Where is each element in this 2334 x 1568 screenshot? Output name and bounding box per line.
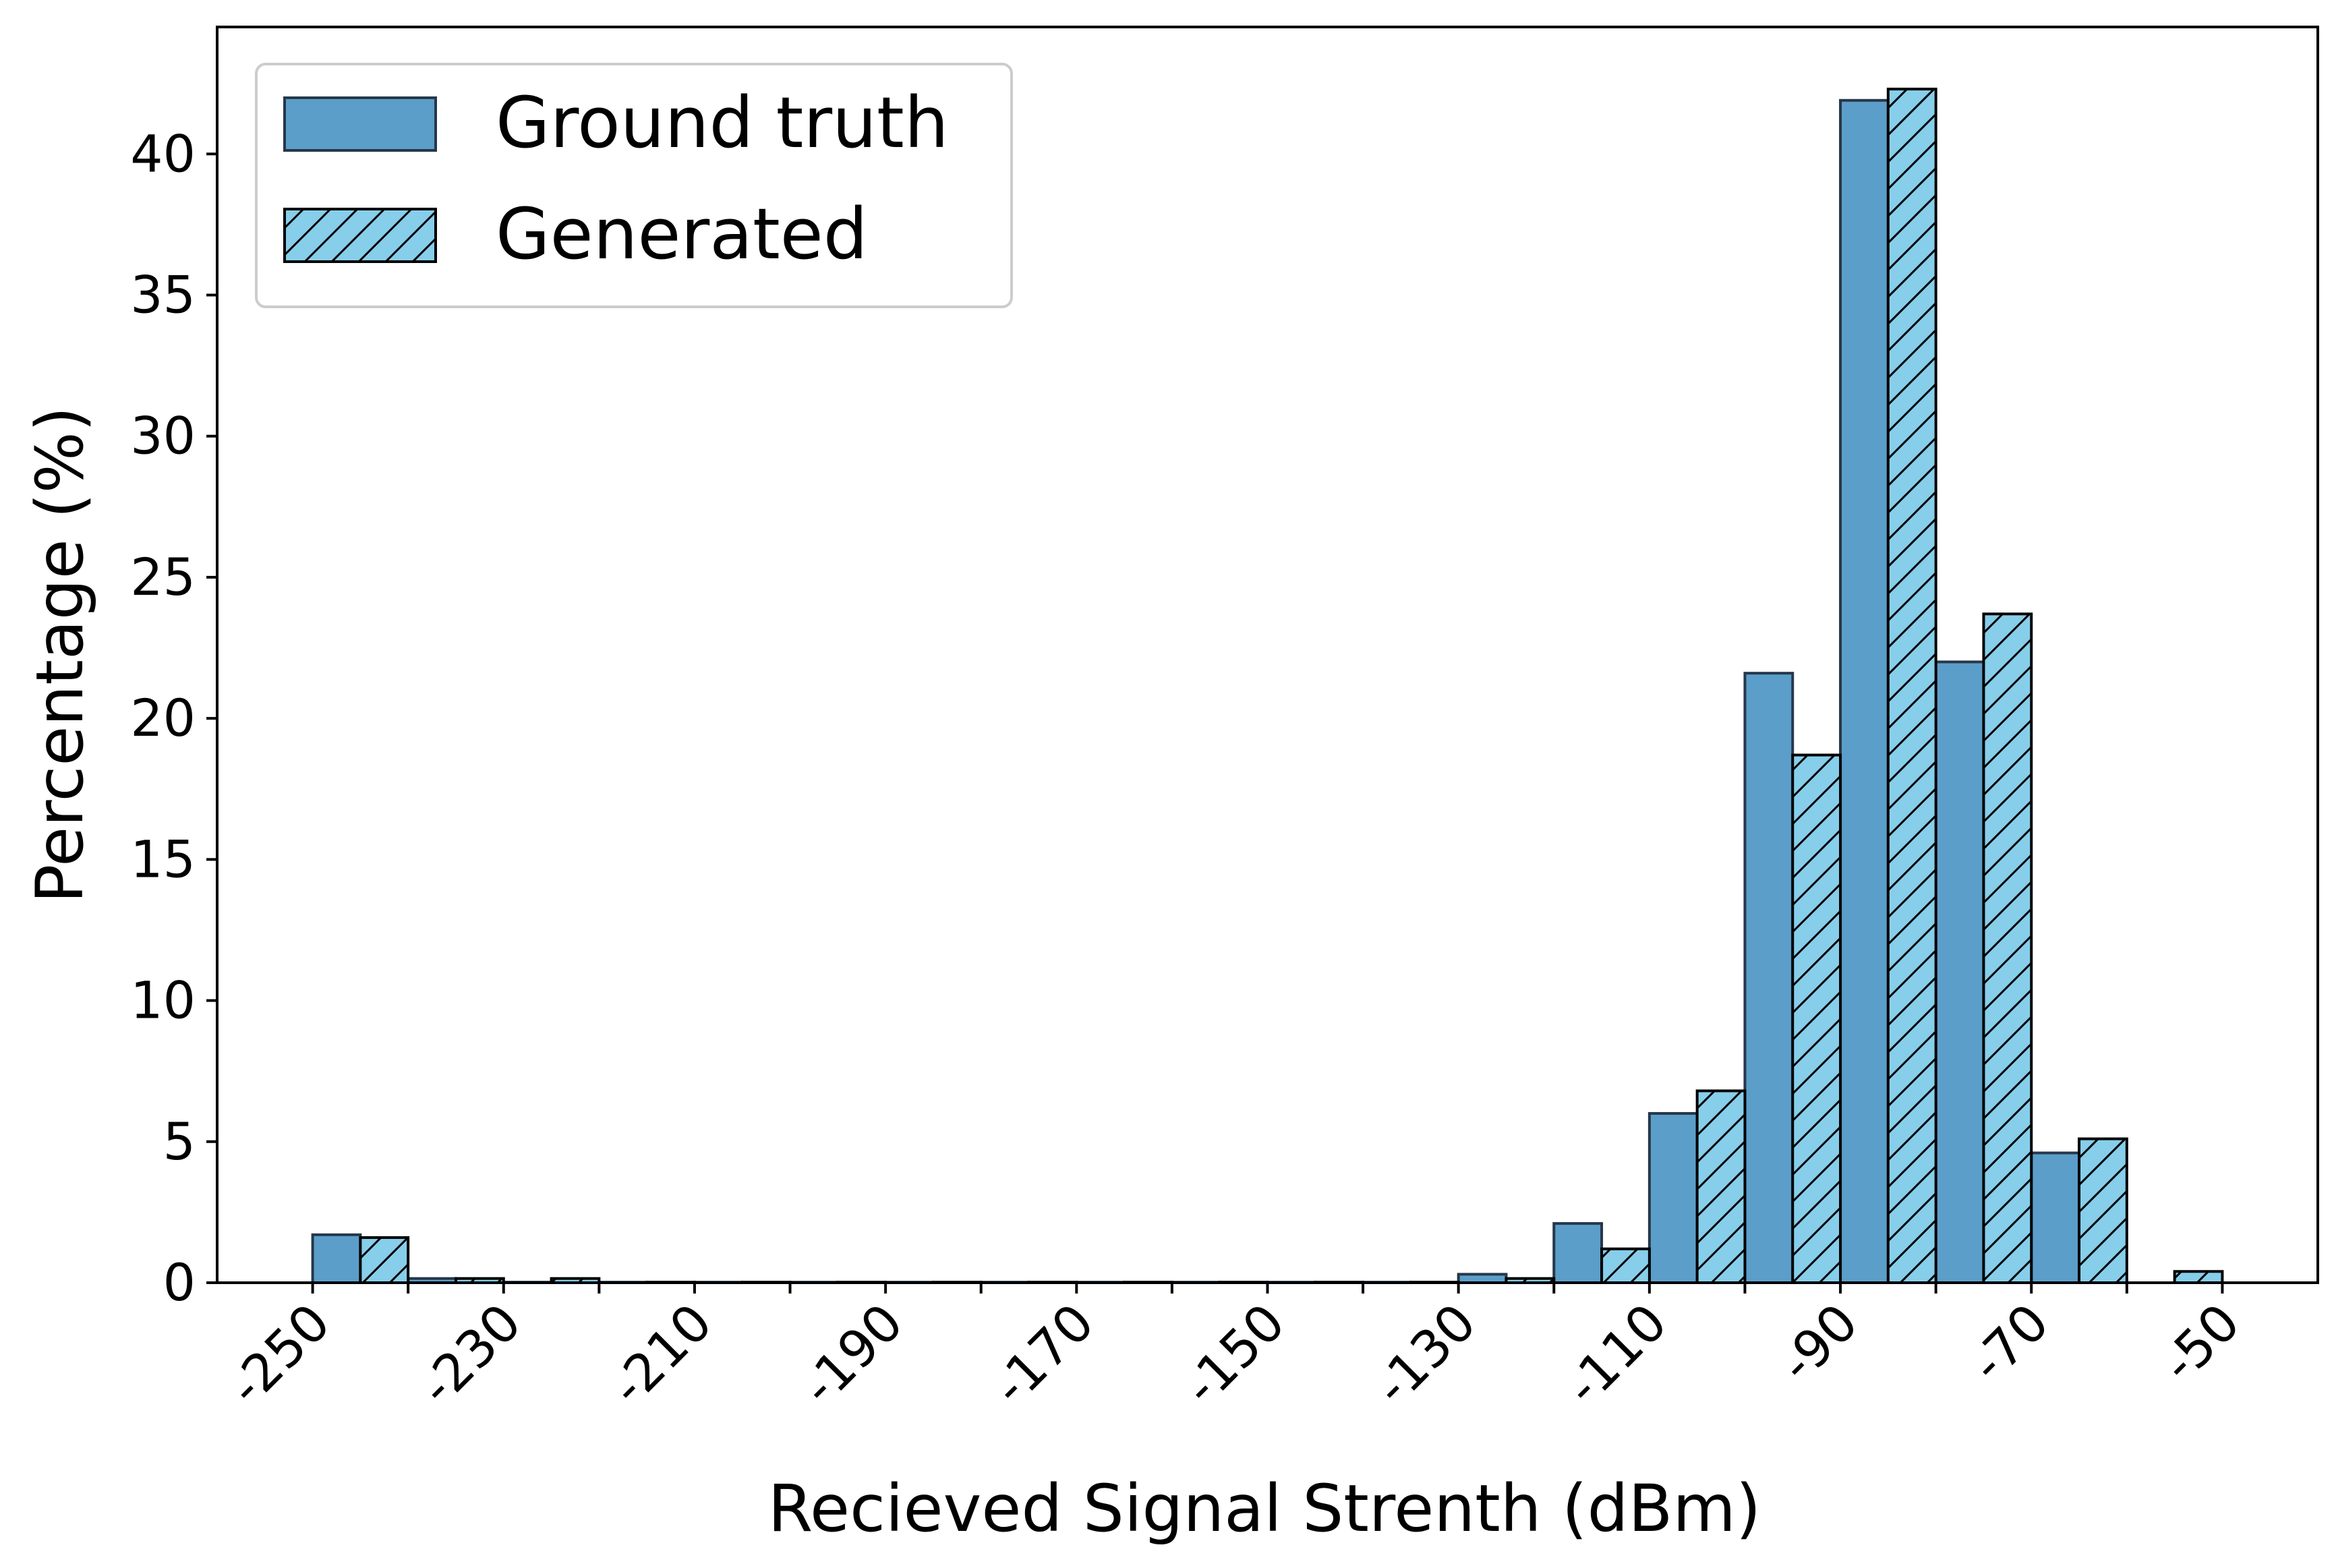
bar-hatch xyxy=(1602,1248,1650,1283)
bar-fill xyxy=(1745,673,1793,1283)
y-tick-label: 20 xyxy=(130,688,196,748)
bar-hatch xyxy=(1888,89,1936,1283)
bar-generated xyxy=(2078,1137,2128,1285)
legend-label-generated: Generated xyxy=(496,193,868,275)
bar-ground-truth xyxy=(1647,1111,1699,1285)
y-tick-label: 40 xyxy=(130,123,196,183)
bar-hatch xyxy=(360,1238,409,1283)
bar-generated xyxy=(1886,88,1937,1284)
bar-hatch xyxy=(2079,1138,2127,1283)
bar-fill xyxy=(1458,1274,1507,1283)
bar-hatch xyxy=(1506,1278,1554,1283)
x-tick-label: -50 xyxy=(2149,1292,2251,1394)
bar-ground-truth xyxy=(2030,1151,2081,1284)
x-tick-label: -190 xyxy=(790,1292,914,1417)
bar-fill xyxy=(1840,100,1888,1283)
y-tick-label: 10 xyxy=(130,970,196,1030)
y-tick-label: 25 xyxy=(130,547,196,607)
bar-generated xyxy=(1982,612,2033,1284)
bar-fill xyxy=(1649,1113,1697,1283)
legend-frame xyxy=(255,63,1013,308)
bar-ground-truth xyxy=(1839,98,1890,1284)
legend-swatch-ground-truth xyxy=(283,96,437,152)
bar-hatch xyxy=(1983,614,2032,1283)
x-tick-label: -250 xyxy=(216,1292,341,1417)
x-axis-title: Recieved Signal Strenth (dBm) xyxy=(768,1471,1761,1546)
y-tick-label: 0 xyxy=(163,1252,196,1312)
x-tick-label: -150 xyxy=(1171,1292,1296,1417)
bar-generated xyxy=(1600,1247,1651,1285)
bar-ground-truth xyxy=(1934,660,1985,1284)
bar-fill xyxy=(408,1278,456,1283)
y-tick-label: 15 xyxy=(130,829,196,889)
bar-hatch xyxy=(455,1278,504,1283)
y-axis: 0 5 10 15 20 25 30 35 40 xyxy=(130,123,217,1312)
y-tick-label: 5 xyxy=(163,1111,196,1171)
x-tick-label: -210 xyxy=(599,1292,724,1417)
bar-fill xyxy=(1935,662,1984,1283)
y-tick-label: 30 xyxy=(130,406,196,466)
bar-fill xyxy=(2031,1153,2080,1283)
x-tick-label: -110 xyxy=(1554,1292,1679,1417)
x-tick-label: -90 xyxy=(1768,1292,1869,1394)
bar-ground-truth xyxy=(1552,1222,1604,1285)
bar-hatch xyxy=(2174,1271,2223,1283)
x-tick-label: -230 xyxy=(408,1292,533,1417)
bar-fill xyxy=(1554,1223,1602,1283)
x-tick-label: -70 xyxy=(1958,1292,2060,1394)
legend-swatch-generated xyxy=(283,208,437,263)
bar-generated xyxy=(359,1236,410,1284)
x-tick-label: -130 xyxy=(1363,1292,1488,1417)
x-axis: -250 -230 -210 -190 -170 -150 -130 -110 -90 -70 -5… xyxy=(216,1283,2251,1417)
y-tick-label: 35 xyxy=(130,265,196,325)
bar-ground-truth xyxy=(1743,672,1795,1284)
bar-ground-truth xyxy=(311,1233,362,1285)
bar-hatch xyxy=(1697,1091,1745,1283)
bar-generated xyxy=(2173,1270,2224,1285)
bar-fill xyxy=(312,1234,361,1283)
x-tick-label: -170 xyxy=(981,1292,1105,1417)
bar-hatch xyxy=(1792,755,1841,1283)
bar-hatch xyxy=(551,1278,600,1283)
legend-label-ground-truth: Ground truth xyxy=(496,82,949,164)
bar-generated xyxy=(1791,753,1842,1285)
bar-generated xyxy=(1695,1089,1747,1284)
legend: Ground truth Generated xyxy=(255,63,1013,308)
y-axis-title: Percentage (%) xyxy=(22,407,98,904)
